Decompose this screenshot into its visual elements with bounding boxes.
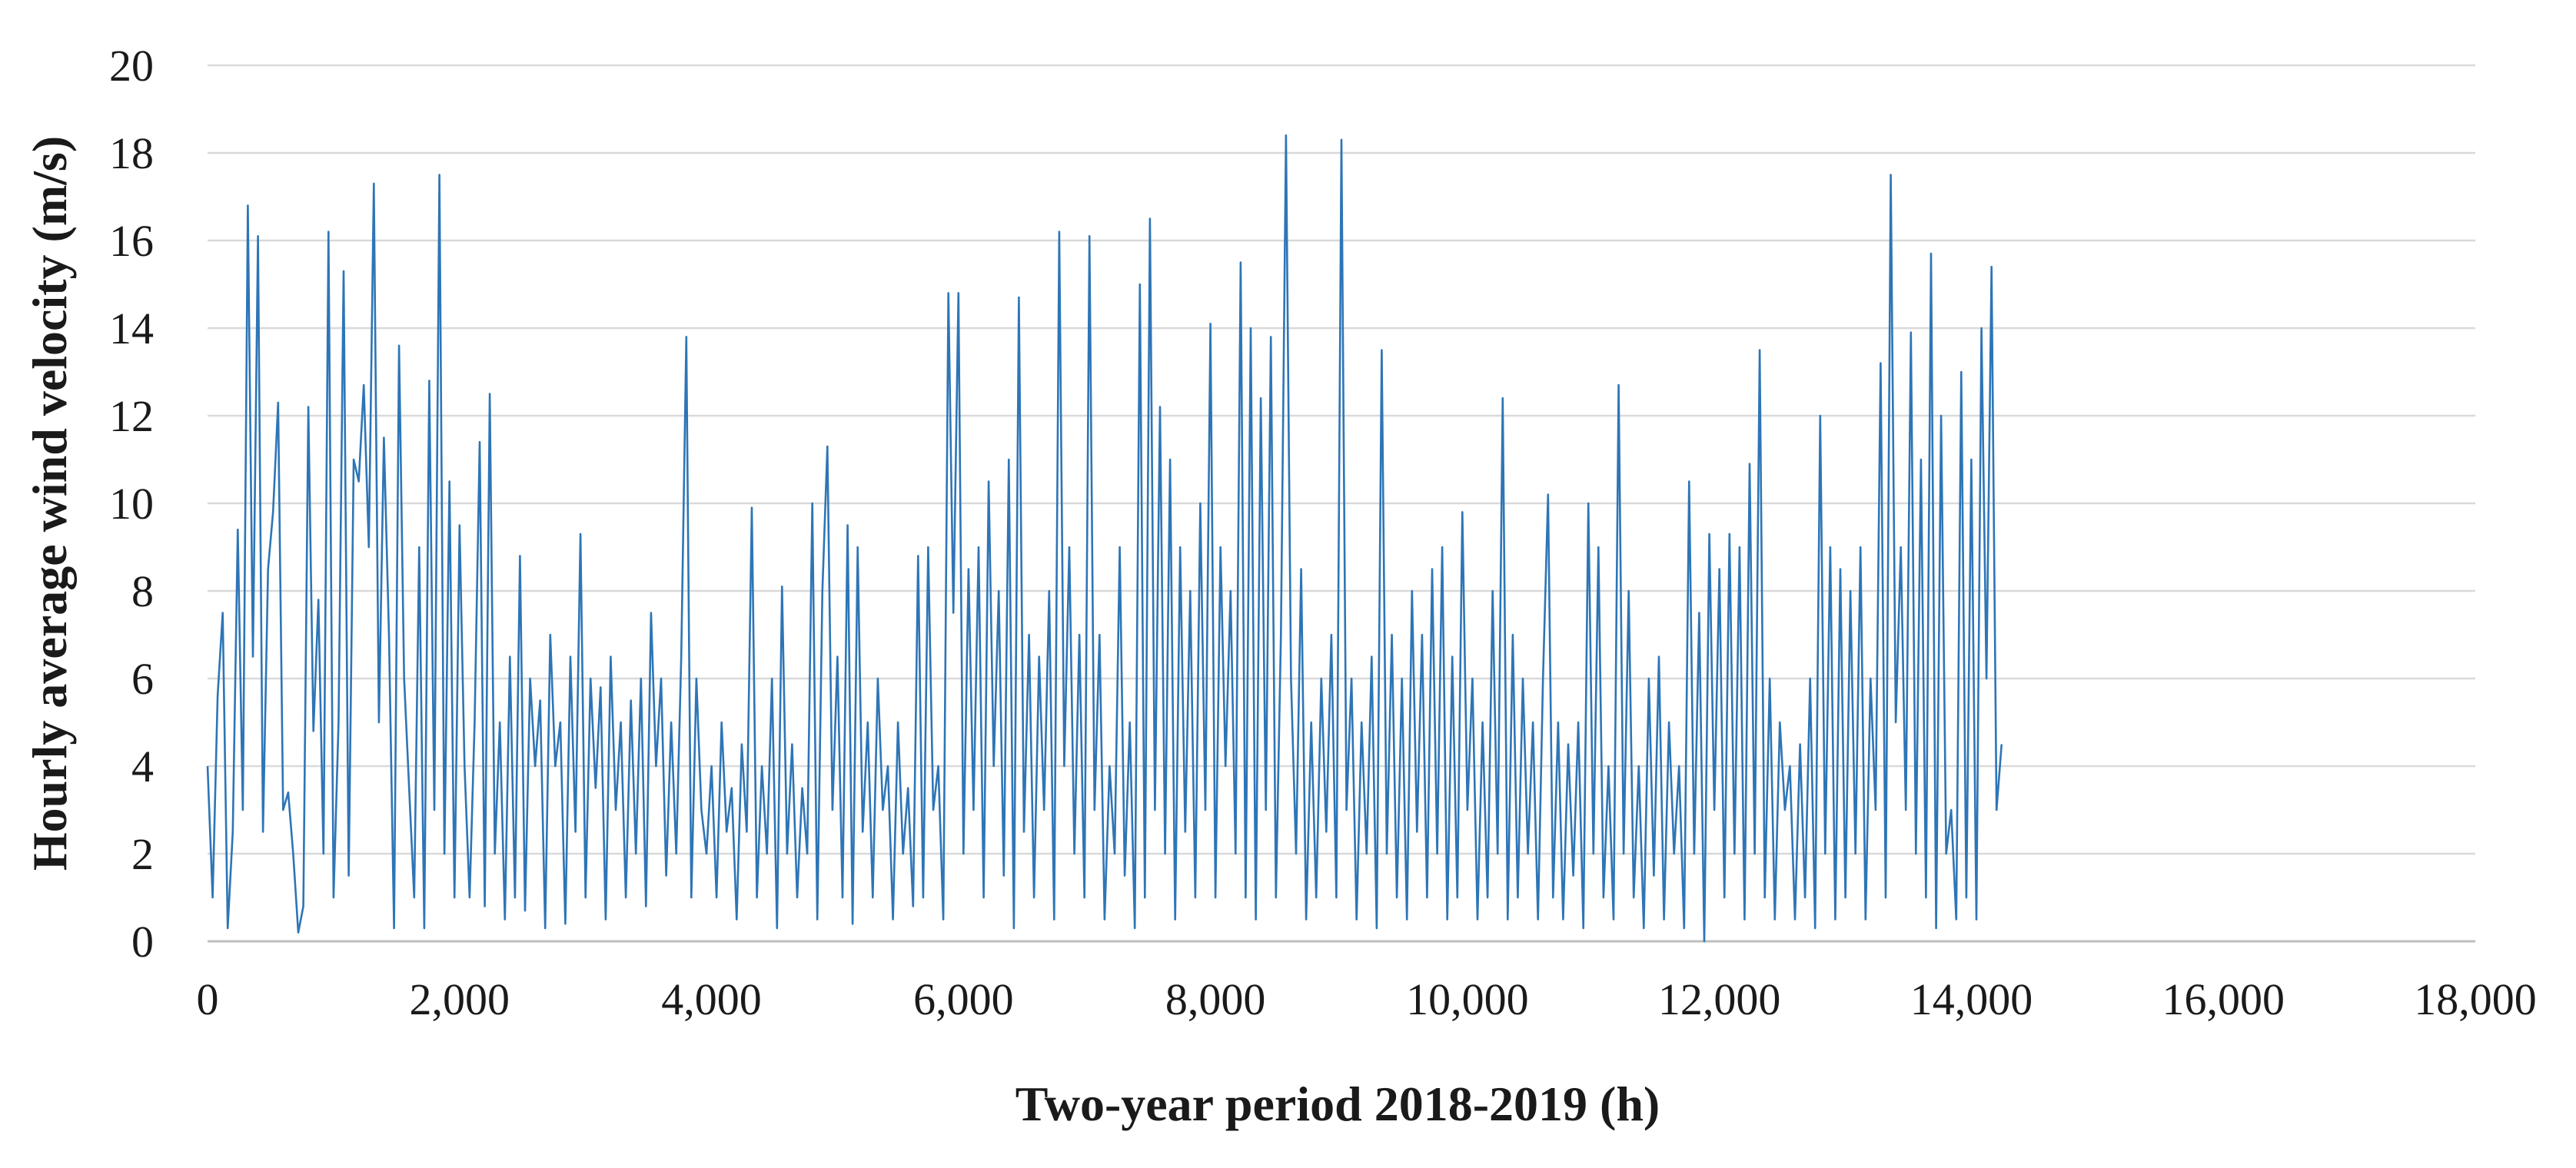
y-tick-label: 12 (109, 391, 154, 441)
y-tick-label: 16 (109, 216, 154, 266)
y-axis-tick-labels: 0 2 4 6 8 10 12 14 16 18 20 (109, 41, 154, 967)
x-tick-label: 4,000 (661, 974, 762, 1024)
x-tick-label: 0 (197, 974, 219, 1024)
x-tick-label: 8,000 (1165, 974, 1266, 1024)
y-tick-label: 8 (131, 566, 154, 616)
x-tick-label: 14,000 (1910, 974, 2033, 1024)
x-tick-label: 12,000 (1658, 974, 1781, 1024)
series-line-0 (206, 134, 2003, 943)
y-tick-label: 6 (131, 654, 154, 704)
x-tick-label: 16,000 (2162, 974, 2285, 1024)
y-tick-label: 10 (109, 479, 154, 529)
y-axis-title: Hourly average wind velocity (m/s) (22, 136, 77, 871)
x-tick-label: 18,000 (2414, 974, 2537, 1024)
y-tick-label: 18 (109, 128, 154, 178)
y-tick-label: 2 (131, 829, 154, 879)
x-axis-tick-labels: 0 2,000 4,000 6,000 8,000 10,000 12,000 14,000 1… (197, 974, 2537, 1024)
wind-velocity-series (206, 134, 2003, 943)
y-tick-label: 4 (131, 742, 154, 791)
x-tick-label: 10,000 (1406, 974, 1529, 1024)
y-tick-label: 14 (109, 304, 154, 353)
y-tick-label: 0 (131, 917, 154, 967)
x-axis-title: Two-year period 2018-2019 (h) (1015, 1077, 1660, 1131)
x-tick-label: 2,000 (410, 974, 510, 1024)
x-tick-label: 6,000 (913, 974, 1014, 1024)
y-tick-label: 20 (109, 41, 154, 91)
